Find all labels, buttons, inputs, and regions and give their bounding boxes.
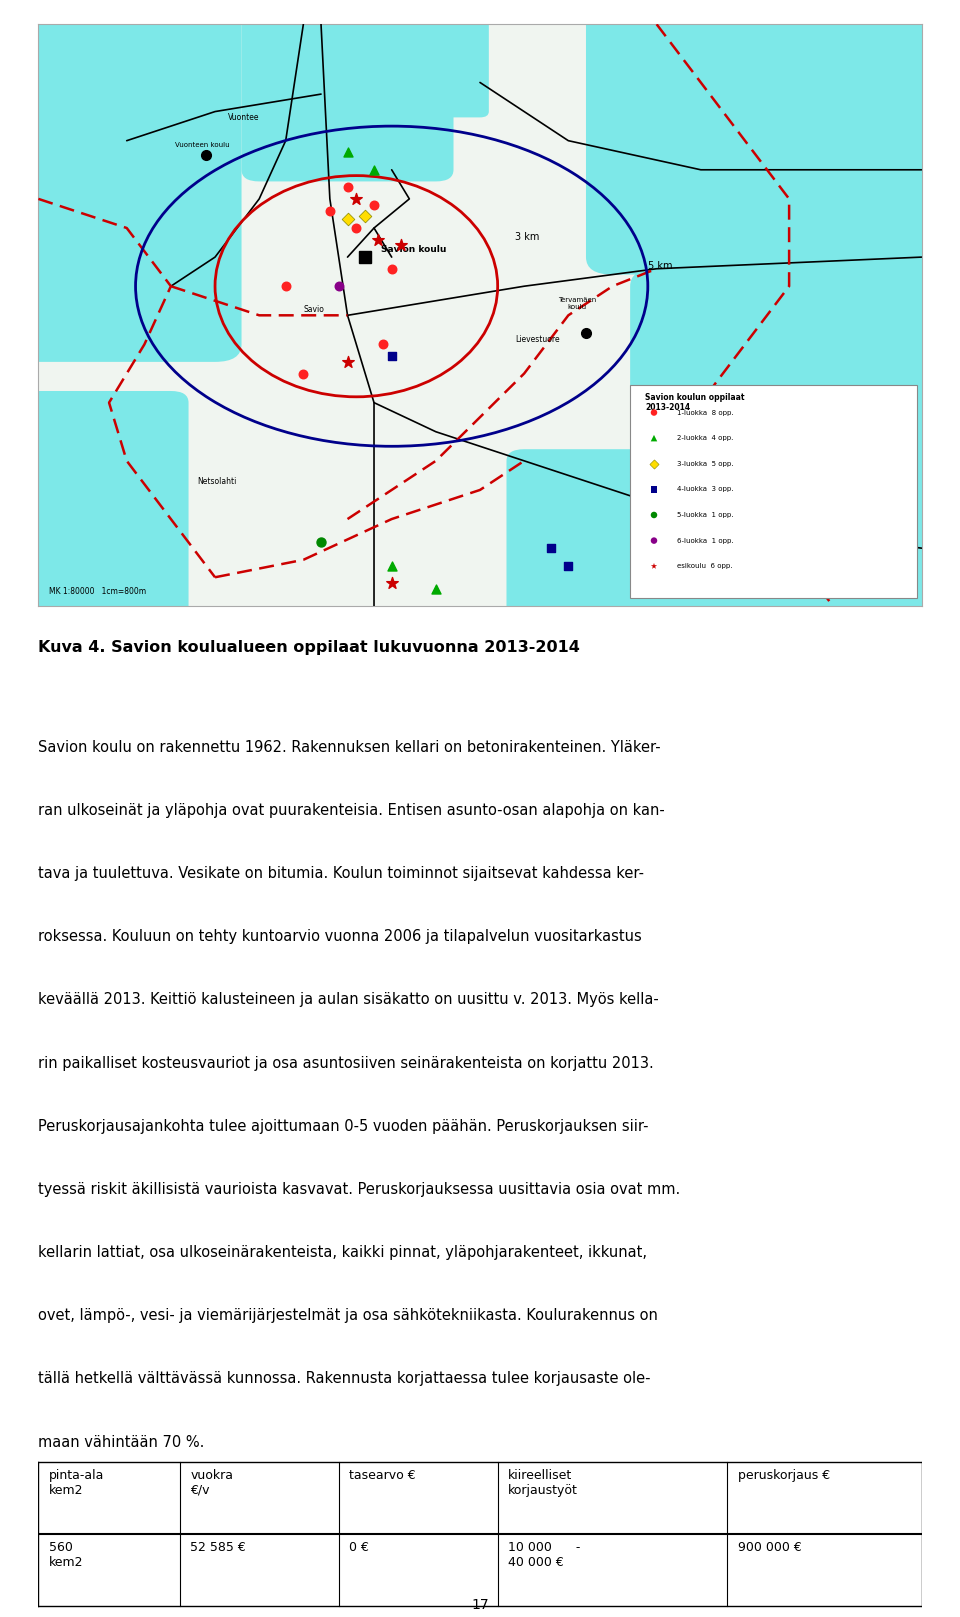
Text: 17: 17 [471, 1598, 489, 1612]
Point [646, 399, 661, 425]
Point [340, 175, 355, 201]
Text: 1-luokka  8 opp.: 1-luokka 8 opp. [677, 409, 733, 416]
Point [340, 349, 355, 375]
Text: tyessä riskit äkillisistä vaurioista kasvavat. Peruskorjauksessa uusittavia osia: tyessä riskit äkillisistä vaurioista kas… [38, 1182, 681, 1197]
Text: Savion koulun oppilaat
2013-2014: Savion koulun oppilaat 2013-2014 [645, 393, 745, 412]
Text: Vuontee: Vuontee [228, 113, 260, 123]
Text: roksessa. Kouluun on tehty kuntoarvio vuonna 2006 ja tilapalvelun vuositarkastus: roksessa. Kouluun on tehty kuntoarvio vu… [38, 930, 642, 944]
Text: Netsolahti: Netsolahti [198, 477, 237, 487]
Text: Vuonteen koulu: Vuonteen koulu [176, 142, 230, 147]
Text: Savio: Savio [303, 306, 324, 314]
Text: pinta-ala
kem2: pinta-ala kem2 [49, 1468, 105, 1497]
FancyBboxPatch shape [586, 6, 948, 275]
Text: vuokra
€/v: vuokra €/v [190, 1468, 233, 1497]
Text: Tervamäen
koulu: Tervamäen koulu [558, 298, 596, 310]
Text: Peruskorjausajankohta tulee ajoittumaan 0-5 vuoden päähän. Peruskorjauksen siir-: Peruskorjausajankohta tulee ajoittumaan … [38, 1119, 649, 1134]
Point [357, 204, 372, 230]
Point [340, 139, 355, 165]
Point [384, 571, 399, 597]
Text: tasearvo €: tasearvo € [349, 1468, 416, 1481]
Text: tava ja tuulettuva. Vesikate on bitumia. Koulun toiminnot sijaitsevat kahdessa k: tava ja tuulettuva. Vesikate on bitumia.… [38, 867, 644, 881]
Point [278, 273, 294, 299]
Text: ran ulkoseinät ja yläpohja ovat puurakenteisia. Entisen asunto-osan alapohja on : ran ulkoseinät ja yläpohja ovat puuraken… [38, 804, 665, 818]
Point [393, 233, 408, 259]
Point [646, 527, 661, 553]
FancyBboxPatch shape [507, 450, 939, 618]
Text: keväällä 2013. Keittiö kalusteineen ja aulan sisäkatto on uusittu v. 2013. Myös : keväällä 2013. Keittiö kalusteineen ja a… [38, 993, 660, 1007]
Point [384, 255, 399, 281]
FancyBboxPatch shape [339, 18, 489, 118]
FancyBboxPatch shape [0, 6, 242, 362]
Point [348, 215, 364, 241]
FancyBboxPatch shape [242, 13, 453, 181]
Text: 5-luokka  1 opp.: 5-luokka 1 opp. [677, 513, 733, 517]
Text: rin paikalliset kosteusvauriot ja osa asuntosiiven seinärakenteista on korjattu : rin paikalliset kosteusvauriot ja osa as… [38, 1056, 654, 1070]
Point [296, 361, 311, 386]
Point [428, 576, 444, 602]
Text: Savion koulu: Savion koulu [381, 246, 446, 254]
FancyBboxPatch shape [0, 6, 224, 89]
Point [561, 553, 576, 579]
FancyBboxPatch shape [630, 268, 948, 479]
Point [646, 477, 661, 503]
Text: Lievestuore: Lievestuore [516, 335, 560, 343]
Text: 5 km: 5 km [648, 260, 672, 270]
FancyBboxPatch shape [0, 391, 188, 618]
Text: kellarin lattiat, osa ulkoseinärakenteista, kaikki pinnat, yläpohjarakenteet, ik: kellarin lattiat, osa ulkoseinärakenteis… [38, 1245, 647, 1260]
Text: maan vähintään 70 %.: maan vähintään 70 %. [38, 1434, 204, 1449]
Point [348, 186, 364, 212]
FancyBboxPatch shape [630, 385, 917, 598]
Point [331, 273, 347, 299]
Point [375, 331, 391, 357]
Text: 10 000      -
40 000 €: 10 000 - 40 000 € [508, 1541, 581, 1568]
Text: 0 €: 0 € [349, 1541, 370, 1554]
Text: peruskorjaus €: peruskorjaus € [738, 1468, 830, 1481]
Text: 6-luokka  1 opp.: 6-luokka 1 opp. [677, 537, 733, 543]
Point [323, 197, 338, 223]
Point [646, 451, 661, 477]
Text: 4-luokka  3 opp.: 4-luokka 3 opp. [677, 487, 733, 492]
Point [367, 157, 382, 183]
Text: Savion koulu on rakennettu 1962. Rakennuksen kellari on betonirakenteinen. Yläke: Savion koulu on rakennettu 1962. Rakennu… [38, 741, 661, 755]
Point [646, 425, 661, 451]
Text: esikoulu  6 opp.: esikoulu 6 opp. [677, 563, 732, 569]
Text: kiireelliset
korjaustyöt: kiireelliset korjaustyöt [508, 1468, 578, 1497]
Text: 3 km: 3 km [516, 231, 540, 241]
Point [340, 207, 355, 233]
Point [367, 192, 382, 218]
Text: 900 000 €: 900 000 € [738, 1541, 802, 1554]
Point [646, 553, 661, 579]
Text: Kuva 4. Savion koulualueen oppilaat lukuvuonna 2013-2014: Kuva 4. Savion koulualueen oppilaat luku… [38, 639, 580, 655]
Point [646, 501, 661, 527]
Point [371, 226, 386, 252]
Point [543, 535, 559, 561]
Text: tällä hetkellä välttävässä kunnossa. Rakennusta korjattaessa tulee korjausaste o: tällä hetkellä välttävässä kunnossa. Rak… [38, 1371, 651, 1386]
Text: 2-luokka  4 opp.: 2-luokka 4 opp. [677, 435, 733, 441]
Text: ovet, lämpö-, vesi- ja viemärijärjestelmät ja osa sähkötekniikasta. Koulurakennu: ovet, lämpö-, vesi- ja viemärijärjestelm… [38, 1308, 659, 1323]
Point [313, 529, 328, 555]
Point [384, 553, 399, 579]
Text: MK 1:80000   1cm=800m: MK 1:80000 1cm=800m [49, 587, 146, 597]
Text: 560
kem2: 560 kem2 [49, 1541, 84, 1568]
Point [384, 343, 399, 369]
Text: 3-luokka  5 opp.: 3-luokka 5 opp. [677, 461, 733, 467]
Text: 52 585 €: 52 585 € [190, 1541, 246, 1554]
